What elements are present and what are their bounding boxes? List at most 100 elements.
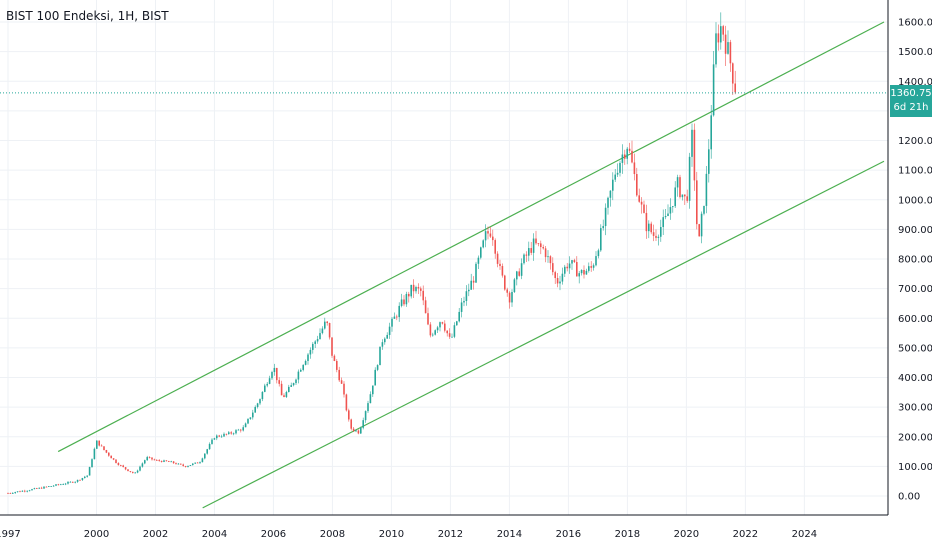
candle-body (129, 471, 132, 472)
candle-body (535, 238, 537, 244)
channel-line (57, 21, 885, 453)
candle-body (422, 290, 424, 301)
candle-body (453, 325, 456, 337)
candle-body (590, 266, 592, 268)
candle-body (712, 64, 715, 116)
candle-body (398, 305, 400, 318)
candle-body (446, 330, 448, 334)
candle-body (146, 457, 148, 461)
candle-body (134, 472, 136, 474)
y-tick-label: 300.00 (898, 403, 932, 414)
candle-body (278, 380, 280, 384)
candle-body (326, 321, 328, 324)
candle-body (477, 257, 480, 264)
candle-body (280, 383, 283, 396)
x-axis[interactable]: 1997 2000 2002 2004 2006 2008 2010 2012 2014 2016… (0, 514, 888, 540)
candle-body (338, 369, 340, 381)
candle-body (525, 254, 528, 256)
candle-body (189, 465, 192, 466)
candle-body (220, 436, 223, 438)
candle-body (513, 279, 516, 292)
candle-body (384, 338, 386, 343)
candle-body (657, 236, 660, 238)
candle-body (715, 33, 717, 65)
y-axis[interactable]: 0.00 100.00 200.00 300.00 400.00 500.00 600.00… (887, 0, 932, 515)
candle-body (79, 479, 81, 481)
candle-body (96, 440, 98, 449)
candle-body (237, 429, 240, 431)
y-tick-label: 500.00 (898, 343, 932, 354)
candle-body (266, 383, 268, 386)
candle-body (292, 383, 295, 386)
candle-body (412, 284, 415, 292)
candle-body (415, 286, 417, 292)
candle-body (427, 313, 429, 325)
candle-body (261, 391, 264, 400)
candle-body (357, 430, 360, 434)
candle-body (432, 334, 434, 336)
candle-body (592, 265, 595, 268)
candle-body (650, 223, 652, 233)
candle-body (36, 488, 38, 489)
candle-body (640, 201, 643, 205)
candle-body (50, 486, 52, 487)
candle-body (64, 483, 67, 485)
candle-body (362, 420, 364, 428)
candle-body (631, 150, 633, 163)
candle-body (86, 475, 88, 477)
candle-body (177, 463, 180, 465)
candle-body (698, 224, 700, 237)
candle-body (460, 302, 463, 312)
candle-body (696, 180, 698, 225)
channel-line (202, 160, 885, 509)
candle-body (14, 492, 16, 494)
candle-body (132, 471, 134, 473)
candle-body (206, 449, 208, 454)
candle-body (532, 238, 535, 253)
candle-body (717, 33, 720, 43)
y-tick-label: 900.00 (898, 225, 932, 236)
candle-body (271, 372, 273, 379)
candle-body (88, 466, 91, 476)
candle-body (424, 300, 427, 314)
candle-body (62, 484, 64, 485)
candle-body (304, 360, 307, 365)
candle-body (600, 228, 602, 251)
candle-body (504, 275, 506, 290)
x-tick-label: 2002 (143, 529, 168, 540)
channel-lines[interactable] (57, 21, 885, 509)
candle-body (340, 380, 343, 384)
candle-body (172, 461, 175, 464)
candle-body (480, 247, 482, 258)
candle-body (100, 445, 103, 447)
candle-body (55, 484, 57, 486)
candle-body (568, 263, 571, 269)
candle-body (672, 206, 674, 208)
candle-body (122, 465, 124, 468)
candle-body (139, 466, 141, 471)
candle-body (410, 284, 412, 297)
y-tick-label: 600.00 (898, 314, 932, 325)
candle-body (501, 266, 504, 276)
candle-body (669, 207, 672, 214)
candle-body (67, 481, 69, 484)
candle-body (434, 330, 436, 335)
candle-body (360, 427, 362, 434)
candle-body (475, 263, 477, 283)
candle-body (520, 263, 523, 276)
x-tick-label: 2006 (261, 529, 286, 540)
candle-body (624, 154, 626, 159)
candle-body (530, 248, 532, 253)
candle-body (655, 235, 657, 238)
candle-body (108, 452, 110, 456)
candle-body (573, 260, 576, 263)
candle-body (194, 462, 196, 464)
candle-body (549, 256, 552, 264)
candle-body (621, 154, 624, 163)
candle-body (604, 207, 607, 227)
candle-body (571, 260, 573, 264)
candle-body (612, 179, 614, 191)
candle-body (376, 365, 379, 370)
candle-body (276, 367, 278, 381)
